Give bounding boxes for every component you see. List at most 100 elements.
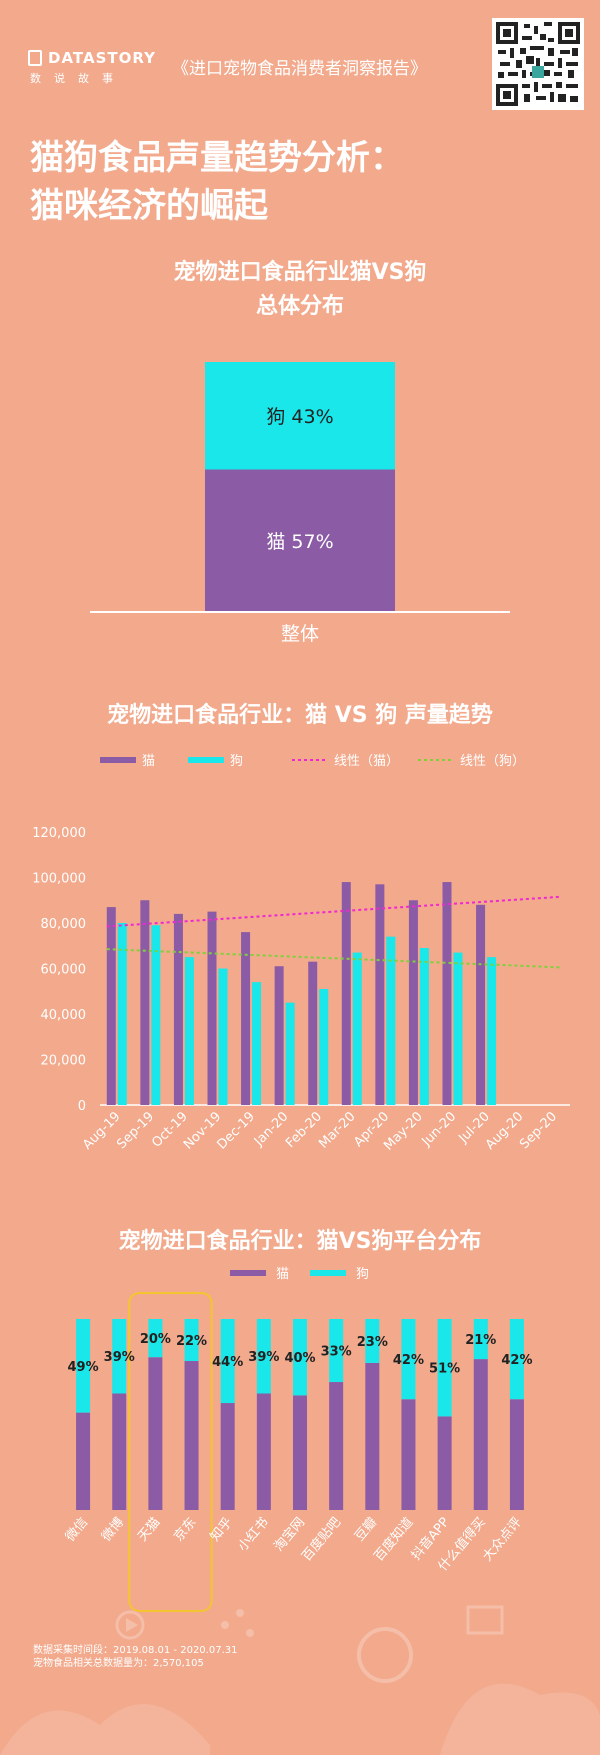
bar-dog-Jun-20 xyxy=(453,952,463,1105)
bar-cat-overall xyxy=(205,469,395,612)
data-label-dog-淘宝网: 40% xyxy=(284,1351,315,1366)
x-tick-label: Aug-20 xyxy=(483,1109,527,1153)
x-tick-label: 天猫 xyxy=(135,1515,163,1545)
x-tick-label: 淘宝网 xyxy=(271,1515,308,1555)
legend-label-2: 线性（猫） xyxy=(334,754,399,769)
bar-dog-百度贴吧 xyxy=(329,1319,344,1383)
bar-dog-大众点评 xyxy=(509,1319,524,1400)
bar-cat-Feb-20 xyxy=(308,961,318,1105)
bar-cat-天猫 xyxy=(148,1357,163,1510)
x-tick-label: 大众点评 xyxy=(480,1515,525,1564)
trend-chart: 猫 狗 线性（猫） 线性（狗） 0 20,000 40,000 60,000 80,000 100… xyxy=(32,754,570,1154)
bar-cat-微博 xyxy=(112,1393,127,1510)
data-label-dog-百度贴吧: 33% xyxy=(321,1345,352,1360)
bar-cat-百度知道 xyxy=(401,1399,416,1510)
y-tick-label: 60,000 xyxy=(41,963,87,978)
bar-dog-Nov-19 xyxy=(218,968,228,1105)
bar-cat-Jul-20 xyxy=(476,904,486,1105)
play-icon xyxy=(115,1610,145,1640)
bar-dog-Oct-19 xyxy=(184,957,194,1105)
bar-dog-Feb-20 xyxy=(319,988,329,1105)
report-title: 《进口宠物食品消费者洞察报告》 xyxy=(172,59,427,79)
x-tick-label: 微博 xyxy=(99,1515,127,1545)
legend-label-0: 猫 xyxy=(142,754,155,769)
chart1-title: 宠物进口食品行业猫VS狗 总体分布 xyxy=(0,256,600,324)
bar-dog-Apr-20 xyxy=(386,936,396,1105)
label-dog-overall: 狗 43% xyxy=(266,406,333,428)
screen-icon xyxy=(466,1605,504,1635)
overall-distribution-chart: 狗 43% 猫 57% 整体 xyxy=(90,362,510,645)
data-label-dog-京东: 22% xyxy=(176,1334,207,1349)
chart2-title: 宠物进口食品行业：猫 VS 狗 声量趋势 xyxy=(107,703,493,728)
y-tick-label: 120,000 xyxy=(32,826,86,841)
bar-cat-抖音APP xyxy=(437,1416,452,1510)
bar-cat-百度贴吧 xyxy=(329,1382,344,1510)
bar-dog-淘宝网 xyxy=(293,1319,307,1396)
decorative-background-icons xyxy=(0,1605,600,1755)
y-tick-label: 20,000 xyxy=(41,1054,87,1069)
x-tick-label: 百度知道 xyxy=(371,1514,417,1564)
bar-dog-京东 xyxy=(184,1319,199,1362)
bar-dog-Jul-20 xyxy=(487,957,497,1105)
x-tick-label: Dec-19 xyxy=(214,1109,257,1152)
main-title-line1: 猫狗食品声量趋势分析： xyxy=(30,138,404,178)
bar-dog-微信 xyxy=(76,1319,91,1413)
bar-cat-豆瓣 xyxy=(365,1362,380,1510)
bar-cat-淘宝网 xyxy=(293,1395,307,1510)
x-tick-label: 百度贴吧 xyxy=(299,1514,345,1564)
bar-dog-知乎 xyxy=(220,1319,235,1404)
bar-dog-抖音APP xyxy=(437,1319,452,1417)
footnote-period: 数据采集时间段：2019.08.01 - 2020.07.31 xyxy=(33,1645,238,1656)
bar-cat-大众点评 xyxy=(509,1399,524,1510)
bar-cat-Apr-20 xyxy=(375,884,385,1105)
highlight-box-tmall-jd xyxy=(128,1292,213,1612)
bar-dog-Aug-19 xyxy=(117,923,127,1105)
x-tick-label: 微信 xyxy=(63,1515,91,1545)
platform-distribution-chart: 猫狗49%微信39%微博20%天猫22%京东44%知乎39%小红书40%淘宝网3… xyxy=(63,1267,532,1612)
data-label-dog-微博: 39% xyxy=(104,1350,135,1365)
bar-dog-豆瓣 xyxy=(365,1319,380,1363)
bar-cat-Jun-20 xyxy=(442,882,452,1105)
bar-dog-May-20 xyxy=(419,948,429,1105)
main-title-line2: 猫咪经济的崛起 xyxy=(30,186,268,226)
bar-cat-什么值得买 xyxy=(473,1359,488,1510)
chart3-title: 宠物进口食品行业：猫VS狗平台分布 xyxy=(118,1229,482,1254)
bar-dog-Jan-20 xyxy=(285,1002,295,1105)
bar-cat-Mar-20 xyxy=(341,882,351,1105)
bar-cat-京东 xyxy=(184,1361,199,1510)
x-tick-label: Aug-19 xyxy=(80,1109,124,1153)
data-label-dog-天猫: 20% xyxy=(140,1332,171,1347)
logo-icon xyxy=(28,50,42,66)
bar-dog-小红书 xyxy=(256,1319,271,1394)
bar-cat-Sep-19 xyxy=(140,900,150,1105)
data-label-dog-豆瓣: 23% xyxy=(357,1335,388,1350)
y-tick-label: 100,000 xyxy=(32,872,86,887)
data-label-dog-什么值得买: 21% xyxy=(465,1333,496,1348)
bar-dog-overall xyxy=(205,362,395,470)
chart1-title-line2: 总体分布 xyxy=(255,294,344,319)
x-tick-label: Jun-20 xyxy=(419,1109,460,1150)
legend-label-3: 线性（狗） xyxy=(460,754,525,769)
legend-label-cat: 猫 xyxy=(276,1267,289,1282)
x-tick-label: 小红书 xyxy=(235,1514,272,1554)
y-tick-label: 40,000 xyxy=(41,1008,87,1023)
y-tick-label: 80,000 xyxy=(41,917,87,932)
legend-label-dog: 狗 xyxy=(356,1267,369,1282)
bar-dog-百度知道 xyxy=(401,1319,416,1400)
brand-sub: 数说故事 xyxy=(30,72,126,85)
x-tick-label: Sep-19 xyxy=(114,1109,157,1152)
x-tick-label: Sep-20 xyxy=(517,1109,560,1152)
bar-dog-什么值得买 xyxy=(473,1319,488,1360)
trendline-cat xyxy=(106,895,561,928)
qr-code xyxy=(492,18,584,110)
bar-cat-Oct-19 xyxy=(173,913,183,1105)
data-label-dog-百度知道: 42% xyxy=(393,1353,424,1368)
bar-dog-天猫 xyxy=(148,1319,163,1358)
header: DATASTORY 数说故事 《进口宠物食品消费者洞察报告》 xyxy=(0,0,600,110)
x-tick-label: Mar-20 xyxy=(316,1109,358,1151)
bar-dog-微博 xyxy=(112,1319,127,1394)
x-tick-label: 京东 xyxy=(171,1515,199,1545)
footnote: 数据采集时间段：2019.08.01 - 2020.07.31 宠物食品相关总数… xyxy=(33,1644,237,1670)
data-label-dog-抖音APP: 51% xyxy=(429,1362,460,1377)
bar-cat-Nov-19 xyxy=(207,911,217,1105)
